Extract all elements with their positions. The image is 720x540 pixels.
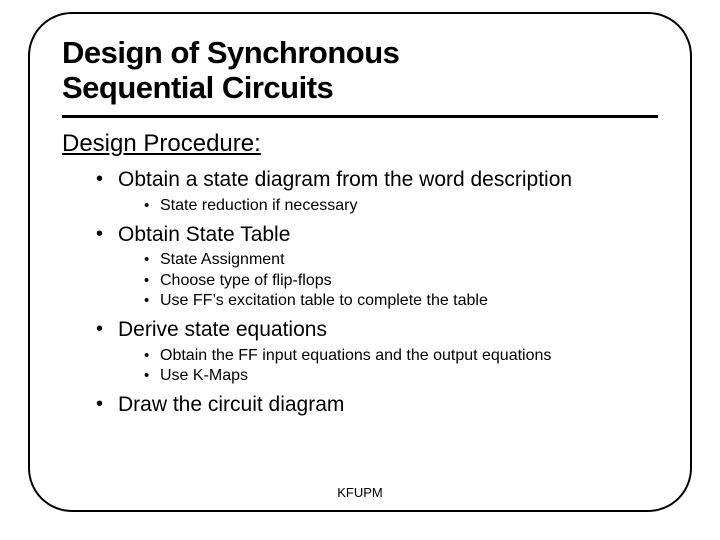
sub-list-item-text: Obtain the FF input equations and the ou… (160, 347, 551, 364)
outline-list: Obtain a state diagram from the word des… (62, 166, 658, 418)
sub-list-item: State reduction if necessary (144, 196, 658, 217)
sub-list-item: Use K-Maps (144, 366, 658, 387)
slide-title: Design of Synchronous Sequential Circuit… (62, 36, 658, 105)
list-item: Obtain State Table State Assignment Choo… (96, 221, 658, 313)
title-line-1: Design of Synchronous (62, 35, 399, 70)
list-item-text: Obtain State Table (118, 223, 290, 246)
sub-list-item-text: Choose type of flip-flops (160, 272, 332, 289)
sub-list: State reduction if necessary (118, 196, 658, 217)
slide-frame: Design of Synchronous Sequential Circuit… (28, 12, 692, 512)
list-item: Draw the circuit diagram (96, 391, 658, 418)
footer-text: KFUPM (30, 485, 690, 500)
sub-list-item: State Assignment (144, 250, 658, 271)
sub-list-item: Use FF’s excitation table to complete th… (144, 291, 658, 312)
list-item-text: Obtain a state diagram from the word des… (118, 168, 572, 191)
list-item: Derive state equations Obtain the FF inp… (96, 316, 658, 387)
title-underline (62, 115, 658, 118)
section-subtitle: Design Procedure: (62, 130, 658, 158)
sub-list-item: Choose type of flip-flops (144, 271, 658, 292)
sub-list: Obtain the FF input equations and the ou… (118, 346, 658, 388)
sub-list-item-text: Use FF’s excitation table to complete th… (160, 292, 488, 309)
list-item: Obtain a state diagram from the word des… (96, 166, 658, 216)
list-item-text: Draw the circuit diagram (118, 393, 344, 416)
sub-list-item: Obtain the FF input equations and the ou… (144, 346, 658, 367)
list-item-text: Derive state equations (118, 318, 327, 341)
sub-list-item-text: Use K-Maps (160, 367, 248, 384)
sub-list-item-text: State reduction if necessary (160, 197, 357, 214)
sub-list-item-text: State Assignment (160, 251, 285, 268)
title-line-2: Sequential Circuits (62, 70, 333, 105)
sub-list: State Assignment Choose type of flip-flo… (118, 250, 658, 312)
